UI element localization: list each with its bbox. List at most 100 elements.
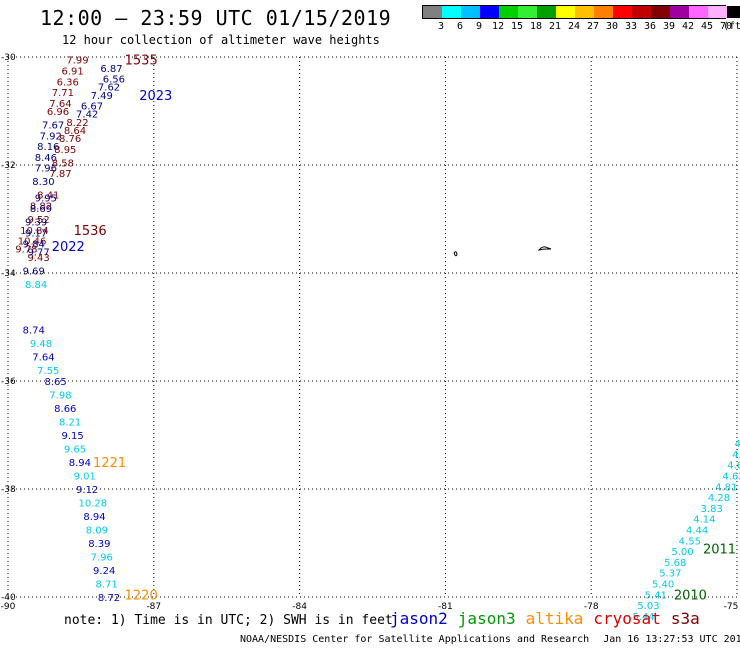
credit-line: NOAA/NESDIS Center for Satellite Applica… [240, 634, 740, 645]
wave-height-label: 7.92 [40, 131, 62, 142]
wave-height-label: 4.6 [727, 461, 740, 472]
wave-height-label: 8.64 [64, 126, 86, 137]
wave-height-label: 6.36 [57, 77, 79, 88]
wave-height-label: 4. [735, 439, 740, 450]
wave-height-label: 7.99 [66, 56, 88, 67]
wave-height-label: 7.49 [91, 91, 113, 102]
timestamp: Jan 16 13:27:53 UTC 2019 [603, 634, 740, 645]
wave-height-label: 10.46 [18, 237, 47, 248]
page-title: 12:00 – 23:59 UTC 01/15/2019 [40, 6, 392, 30]
wave-height-label: 9.78 [15, 245, 37, 256]
wave-height-label: 6.91 [61, 67, 83, 78]
map-axis-labels: -90 -87 -84 -81 -78 -75 -30 -32 -34 -36 -38 -40 [1, 53, 739, 612]
wave-height-label: 8.46 [35, 153, 57, 164]
wave-height-label: 8.09 [86, 526, 108, 537]
wave-height-label: 9.95 [35, 193, 57, 204]
wave-height-label: 7.96 [91, 553, 113, 564]
wave-height-label: 9.24 [93, 566, 115, 577]
pass-number-label: 2022 [52, 240, 85, 255]
legend-jason3: jason3 [457, 609, 516, 628]
island-west [453, 251, 458, 257]
wave-height-label: 8.76 [59, 134, 81, 145]
colorbar-swatch [727, 6, 740, 18]
wave-height-label: 8.22 [66, 118, 88, 129]
colorbar-tick-label: 15 [510, 21, 524, 32]
longitude-tick-label: -78 [584, 602, 599, 612]
colorbar-tick-label: 36 [643, 21, 657, 32]
track-cryosat-1535: 7.99 6.87 6.91 6.56 6.36 7.62 7.71 7.49 7.64 6.67… [15, 56, 125, 278]
wave-height-label: 3.83 [701, 504, 723, 515]
wave-height-label: 8.95 [54, 145, 76, 156]
page-subtitle: 12 hour collection of altimeter wave hei… [62, 33, 380, 47]
wave-height-label: 8.65 [44, 377, 66, 388]
wave-height-label: 5.41 [645, 590, 667, 601]
wave-height-label: 6.96 [47, 107, 69, 118]
colorbar-swatch [442, 6, 461, 18]
colorbar-swatch [518, 6, 537, 18]
pass-number-label: 1220 [125, 588, 158, 603]
legend-s3a: s3a [670, 609, 700, 628]
latitude-tick-label: -34 [1, 269, 16, 279]
colorbar-tick-label: 18 [529, 21, 543, 32]
pass-number-label: 2011 [703, 542, 736, 557]
colorbar-tick-label: 39 [662, 21, 676, 32]
wave-height-label: 8.72 [98, 593, 120, 604]
colorbar-swatch [461, 6, 480, 18]
wave-height-label: 8.16 [37, 142, 59, 153]
pass-number-label: 1221 [93, 456, 126, 471]
pass-number-label: 2010 [674, 588, 707, 603]
longitude-tick-label: -90 [1, 602, 16, 612]
wave-height-label: 9.77 [27, 247, 49, 258]
map-grid [7, 56, 738, 598]
colorbar-swatch [689, 6, 708, 18]
wave-height-label: 6.56 [103, 75, 125, 86]
longitude-tick-label: -84 [292, 602, 307, 612]
wave-height-label: 8.74 [23, 326, 45, 337]
wave-height-label: 5.44 [633, 612, 655, 623]
wave-height-label: 5.03 [637, 601, 659, 612]
track-jason3-2011: 4.4.4.64.624.814.283.834.144.444.555.005… [633, 439, 740, 623]
colorbar-tick-label: (ft) [722, 21, 740, 32]
wave-height-label: 5.68 [664, 558, 686, 569]
latitude-tick-label: -30 [1, 53, 16, 63]
wave-height-label: 7.62 [98, 83, 120, 94]
colorbar-swatch [613, 6, 632, 18]
colorbar-tick-label: 3 [437, 21, 445, 32]
latitude-tick-label: -40 [1, 593, 16, 603]
latitude-tick-label: -32 [1, 161, 16, 171]
wave-height-label: 10.84 [20, 226, 49, 237]
wave-height-label: 4.28 [708, 493, 730, 504]
footnote: note: 1) Time is in UTC; 2) SWH is in fe… [64, 613, 393, 628]
wave-height-label: 9.48 [30, 339, 52, 350]
wave-height-label: 10.28 [78, 499, 107, 510]
wave-height-label: 7.55 [37, 366, 59, 377]
wave-height-label: 8.69 [30, 204, 52, 215]
colorbar-swatch [632, 6, 651, 18]
wave-height-label: 7.64 [49, 99, 71, 110]
wave-height-label: 4. [732, 450, 740, 461]
colorbar-swatch [575, 6, 594, 18]
latitude-tick-label: -36 [1, 377, 16, 387]
credit-text: NOAA/NESDIS Center for Satellite Applica… [240, 634, 590, 645]
wave-height-label: 8.82 [30, 202, 52, 213]
wave-height-label: 7.98 [49, 391, 71, 402]
colorbar-tick-label: 30 [605, 21, 619, 32]
wave-height-label: 7.42 [76, 110, 98, 121]
colorbar-tick-label: 42 [681, 21, 695, 32]
latitude-tick-label: -38 [1, 485, 16, 495]
colorbar-swatch [670, 6, 689, 18]
wave-height-label: 4.81 [715, 482, 737, 493]
colorbar-tick-label: 70 [719, 21, 733, 32]
wave-height-label: 9.52 [27, 215, 49, 226]
wave-height-label: 9.43 [27, 253, 49, 264]
pass-number-label: 2023 [139, 89, 172, 104]
wave-height-label: 5.40 [652, 580, 674, 591]
colorbar-tick-label: 12 [491, 21, 505, 32]
colorbar-tick-label: 45 [700, 21, 714, 32]
wave-height-label: 5.37 [659, 569, 681, 580]
colorbar-swatch [594, 6, 613, 18]
colorbar-tick-label: 21 [548, 21, 562, 32]
